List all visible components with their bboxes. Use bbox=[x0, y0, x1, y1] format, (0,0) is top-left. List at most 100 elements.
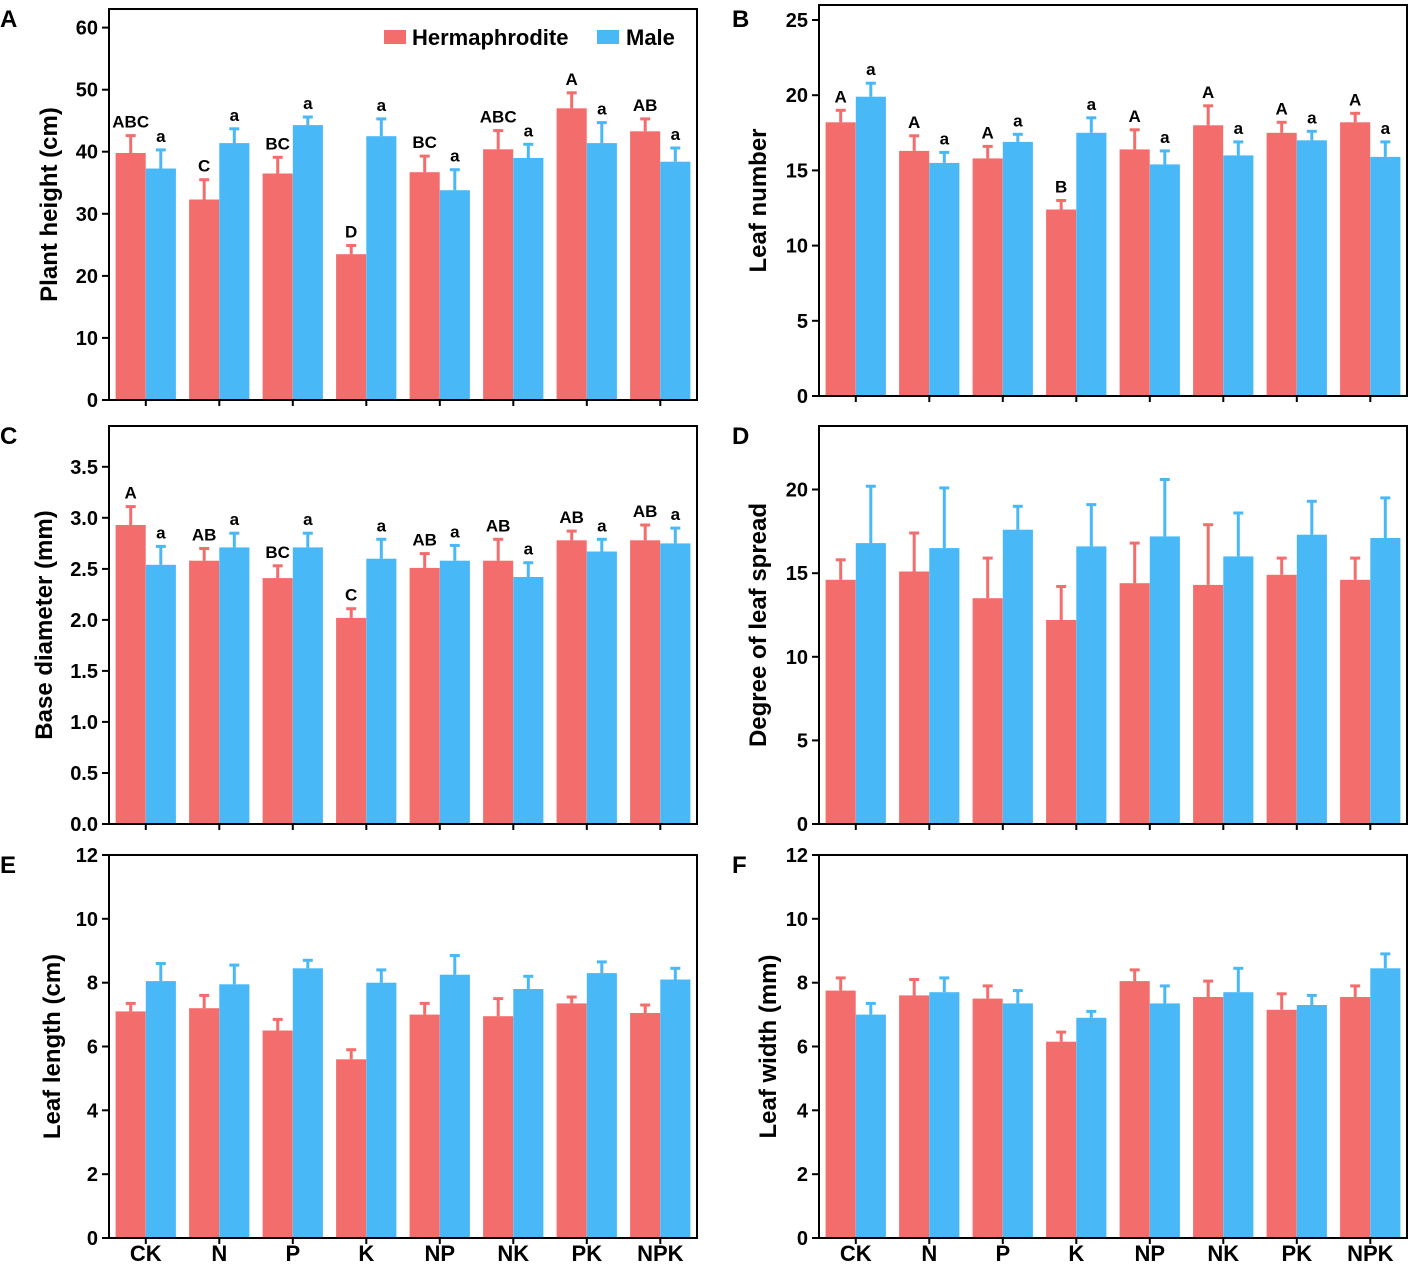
bar-male-ck bbox=[855, 1014, 886, 1238]
bar-hermaphrodite-npk bbox=[1340, 579, 1371, 824]
y-tick-label: 12 bbox=[76, 845, 98, 867]
y-tick-label: 3.5 bbox=[70, 457, 98, 479]
y-tick-label: 10 bbox=[786, 236, 808, 258]
x-category-label: NK bbox=[1207, 1241, 1239, 1266]
bar-hermaphrodite-n bbox=[189, 1008, 220, 1238]
significance-label: D bbox=[345, 223, 357, 242]
significance-label: a bbox=[1160, 128, 1170, 147]
significance-label: a bbox=[671, 505, 681, 524]
bar-hermaphrodite-k bbox=[336, 1059, 367, 1238]
significance-label: a bbox=[230, 510, 240, 529]
bar-hermaphrodite-nk bbox=[483, 560, 514, 824]
y-axis-title: Degree of leaf spread bbox=[745, 503, 772, 747]
significance-label: a bbox=[597, 516, 607, 535]
y-tick-label: 10 bbox=[786, 909, 808, 931]
axes-frame bbox=[818, 4, 1408, 397]
bar-hermaphrodite-nk bbox=[1193, 997, 1224, 1238]
significance-label: A bbox=[1129, 107, 1141, 126]
bar-hermaphrodite-npk bbox=[630, 1013, 661, 1238]
y-tick-label: 4 bbox=[87, 1100, 99, 1122]
bar-hermaphrodite-k bbox=[1046, 620, 1077, 824]
chart-panel-b: B A A A B A A A Aa a a a a a a a 0 5 10 15 20 25 Leaf number bbox=[732, 4, 1408, 408]
y-tick-label: 0 bbox=[797, 1228, 808, 1250]
legend-swatch-hermaphrodite bbox=[384, 30, 406, 44]
bar-male-npk bbox=[1370, 538, 1401, 824]
bar-hermaphrodite-k bbox=[336, 617, 367, 824]
significance-label: ABC bbox=[112, 113, 149, 132]
y-tick-label: 8 bbox=[87, 973, 98, 995]
bar-male-nk bbox=[513, 158, 544, 400]
bar-male-np bbox=[1149, 536, 1180, 824]
significance-label: AB bbox=[559, 508, 584, 527]
bar-hermaphrodite-n bbox=[899, 150, 930, 396]
bar-hermaphrodite-nk bbox=[1193, 584, 1224, 824]
significance-label: B bbox=[1055, 178, 1067, 197]
bar-hermaphrodite-k bbox=[1046, 209, 1077, 396]
bar-hermaphrodite-pk bbox=[556, 1003, 587, 1238]
y-tick-label: 3.0 bbox=[70, 508, 98, 530]
legend-label-male: Male bbox=[626, 25, 675, 50]
significance-label: a bbox=[866, 60, 876, 79]
y-tick-label: 0.5 bbox=[70, 763, 98, 785]
legend-label-hermaphrodite: Hermaphrodite bbox=[412, 25, 568, 50]
bar-male-k bbox=[366, 982, 397, 1238]
significance-label: BC bbox=[265, 134, 290, 153]
bar-hermaphrodite-ck bbox=[825, 579, 856, 824]
bar-hermaphrodite-npk bbox=[1340, 997, 1371, 1238]
significance-label: ABC bbox=[480, 108, 517, 127]
bar-hermaphrodite-nk bbox=[483, 149, 514, 400]
bar-hermaphrodite-p bbox=[262, 173, 293, 400]
y-tick-label: 0 bbox=[797, 386, 808, 408]
bar-hermaphrodite-ck bbox=[825, 990, 856, 1238]
bar-male-n bbox=[219, 984, 250, 1238]
bar-hermaphrodite-pk bbox=[556, 108, 587, 401]
x-category-label: PK bbox=[1282, 1241, 1313, 1266]
y-tick-label: 0 bbox=[797, 814, 808, 836]
bar-hermaphrodite-npk bbox=[1340, 122, 1371, 397]
y-tick-label: 30 bbox=[76, 204, 98, 226]
significance-label: BC bbox=[265, 543, 290, 562]
bar-hermaphrodite-np bbox=[1119, 149, 1150, 396]
x-category-label: NK bbox=[497, 1241, 529, 1266]
panel-label: A bbox=[0, 6, 17, 33]
bar-male-pk bbox=[586, 973, 617, 1238]
y-tick-label: 12 bbox=[786, 845, 808, 867]
bar-hermaphrodite-np bbox=[409, 567, 440, 824]
x-category-label: PK bbox=[572, 1241, 603, 1266]
bar-male-n bbox=[929, 548, 960, 824]
bar-male-pk bbox=[586, 143, 617, 400]
bar-male-pk bbox=[586, 551, 617, 824]
significance-label: a bbox=[156, 523, 166, 542]
bar-male-pk bbox=[1296, 140, 1327, 396]
x-category-label: CK bbox=[840, 1241, 872, 1266]
y-axis-title: Leaf length (cm) bbox=[39, 954, 66, 1139]
bar-male-ck bbox=[145, 564, 176, 824]
y-tick-label: 0 bbox=[87, 1228, 98, 1250]
bar-male-npk bbox=[660, 979, 691, 1238]
y-tick-label: 60 bbox=[76, 18, 98, 40]
significance-label: a bbox=[450, 522, 460, 541]
chart-panel-a: A ABC C BC D BC ABC A AB a a a a a a a a 0 10 20 30 40 50 60 Pla… bbox=[0, 6, 698, 412]
x-category-label: K bbox=[358, 1241, 374, 1266]
bar-hermaphrodite-nk bbox=[1193, 125, 1224, 397]
significance-label: AB bbox=[412, 531, 437, 550]
y-axis-title: Leaf number bbox=[745, 128, 772, 272]
significance-label: a bbox=[1234, 119, 1244, 138]
y-tick-label: 40 bbox=[76, 142, 98, 164]
bar-male-np bbox=[439, 974, 470, 1238]
significance-label: A bbox=[982, 123, 994, 142]
significance-label: a bbox=[377, 516, 387, 535]
bar-male-p bbox=[1002, 529, 1033, 824]
y-tick-label: 4 bbox=[797, 1100, 809, 1122]
x-category-label: N bbox=[921, 1241, 937, 1266]
y-tick-label: 0.0 bbox=[70, 814, 98, 836]
bar-hermaphrodite-nk bbox=[483, 1016, 514, 1238]
y-tick-label: 2.0 bbox=[70, 610, 98, 632]
x-category-label: P bbox=[995, 1241, 1010, 1266]
significance-label: a bbox=[597, 100, 607, 119]
axes-frame bbox=[108, 8, 698, 401]
bar-male-n bbox=[219, 143, 250, 400]
